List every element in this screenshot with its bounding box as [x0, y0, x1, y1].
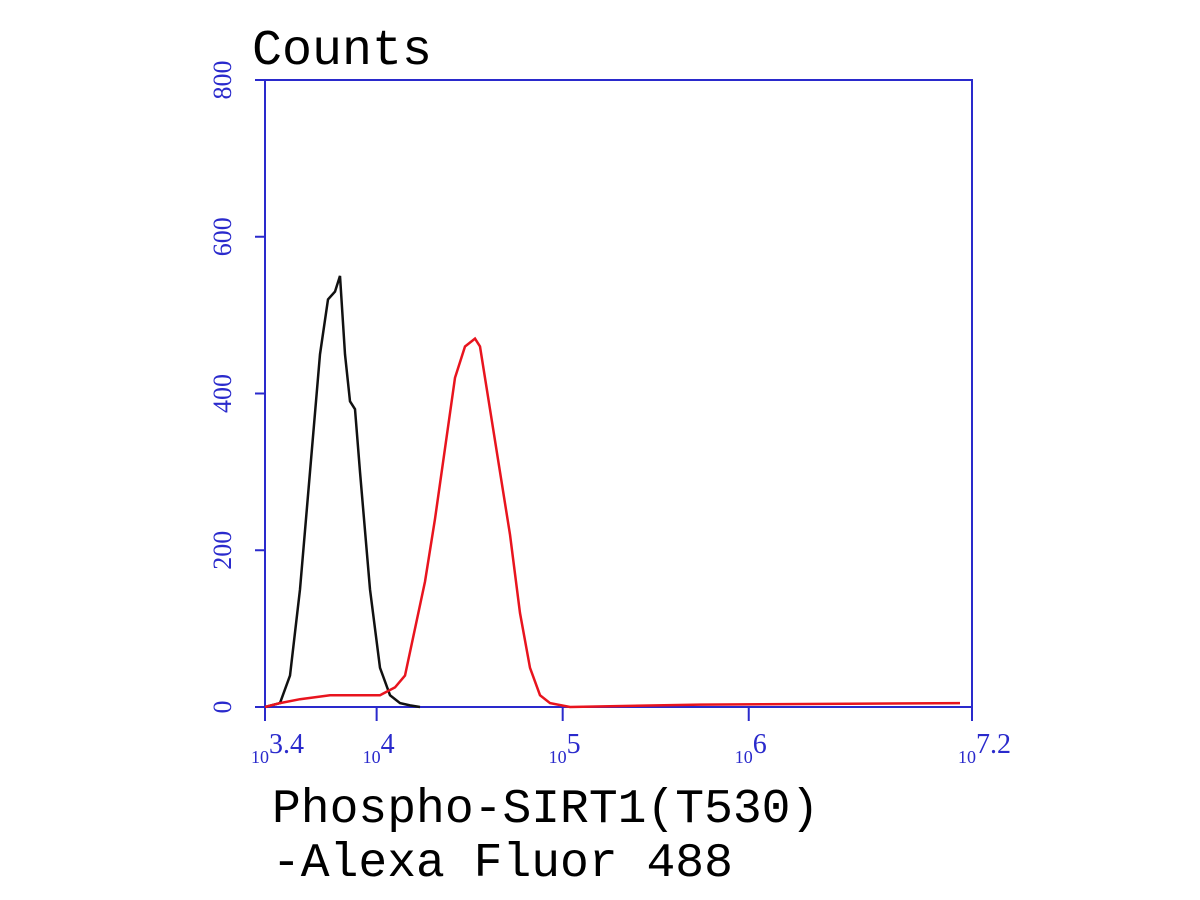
x-tick-base: 10	[549, 747, 567, 767]
x-tick-exponent: 5	[567, 729, 581, 760]
histogram-line	[264, 336, 961, 709]
x-tick-exponent: 7.2	[976, 729, 1011, 760]
chart-title: Counts	[252, 23, 432, 80]
x-tick-exponent: 4	[381, 729, 395, 760]
histogram-line	[264, 275, 421, 709]
y-tick-label: 0	[208, 701, 237, 714]
y-tick-label: 200	[208, 531, 237, 570]
x-tick-label: 104	[363, 729, 395, 767]
x-tick-base: 10	[958, 747, 976, 767]
x-axis-label: -Alexa Fluor 488	[272, 837, 733, 891]
x-tick-base: 10	[735, 747, 753, 767]
x-tick-base: 10	[251, 747, 269, 767]
x-tick-label: 103.4	[251, 729, 304, 767]
y-tick-label: 400	[208, 374, 237, 413]
x-tick-base: 10	[363, 747, 381, 767]
x-tick-exponent: 3.4	[269, 729, 304, 760]
y-tick-label: 800	[208, 61, 237, 100]
x-tick-exponent: 6	[753, 729, 767, 760]
x-tick-label: 107.2	[958, 729, 1011, 767]
plot-frame	[264, 79, 973, 708]
y-tick-label: 600	[208, 217, 237, 256]
x-axis-label: Phospho-SIRT1(T530)	[272, 783, 819, 837]
x-tick-label: 105	[549, 729, 581, 767]
x-tick-label: 106	[735, 729, 767, 767]
